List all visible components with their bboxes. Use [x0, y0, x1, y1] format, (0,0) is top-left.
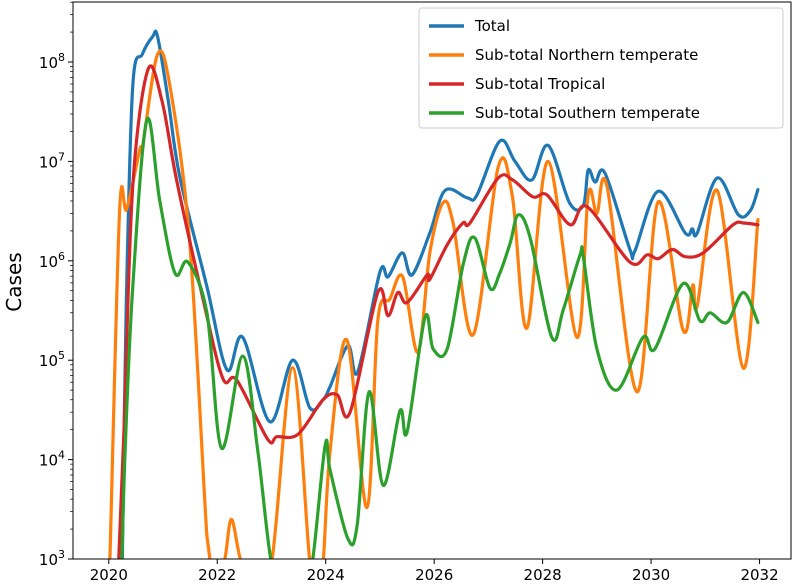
legend-label: Sub-total Southern temperate — [475, 104, 700, 122]
series-line-sub-total-tropical — [117, 64, 760, 559]
legend-label: Sub-total Northern temperate — [475, 46, 698, 64]
x-axis: 2020 2022 2024 2026 2028 2030 2032 — [90, 559, 779, 584]
y-tick-label: 106 — [39, 250, 65, 271]
series-line-total — [120, 29, 760, 559]
x-tick-label: 2030 — [632, 566, 670, 584]
legend: Total Sub-total Northern temperate Sub-tot… — [418, 7, 784, 129]
y-tick-label: 105 — [39, 349, 65, 370]
y-axis-label: Cases — [2, 252, 26, 311]
x-tick-label: 2024 — [307, 566, 345, 584]
x-tick-label: 2022 — [198, 566, 236, 584]
series-line-sub-total-southern-temperate — [120, 116, 760, 559]
legend-box — [418, 7, 784, 129]
legend-label: Sub-total Tropical — [475, 75, 605, 93]
x-tick-label: 2032 — [740, 566, 778, 584]
legend-label: Total — [474, 17, 510, 35]
plot-frame — [72, 1, 792, 560]
series-layer — [108, 29, 760, 559]
y-tick-label: 103 — [39, 548, 65, 569]
y-axis: 103 104 105 106 107 108 — [39, 1, 73, 569]
y-tick-label: 107 — [39, 150, 65, 171]
y-tick-label: 108 — [39, 51, 65, 72]
x-tick-label: 2026 — [415, 566, 453, 584]
x-tick-label: 2028 — [524, 566, 562, 584]
x-tick-label: 2020 — [90, 566, 128, 584]
y-tick-label: 104 — [39, 449, 65, 470]
